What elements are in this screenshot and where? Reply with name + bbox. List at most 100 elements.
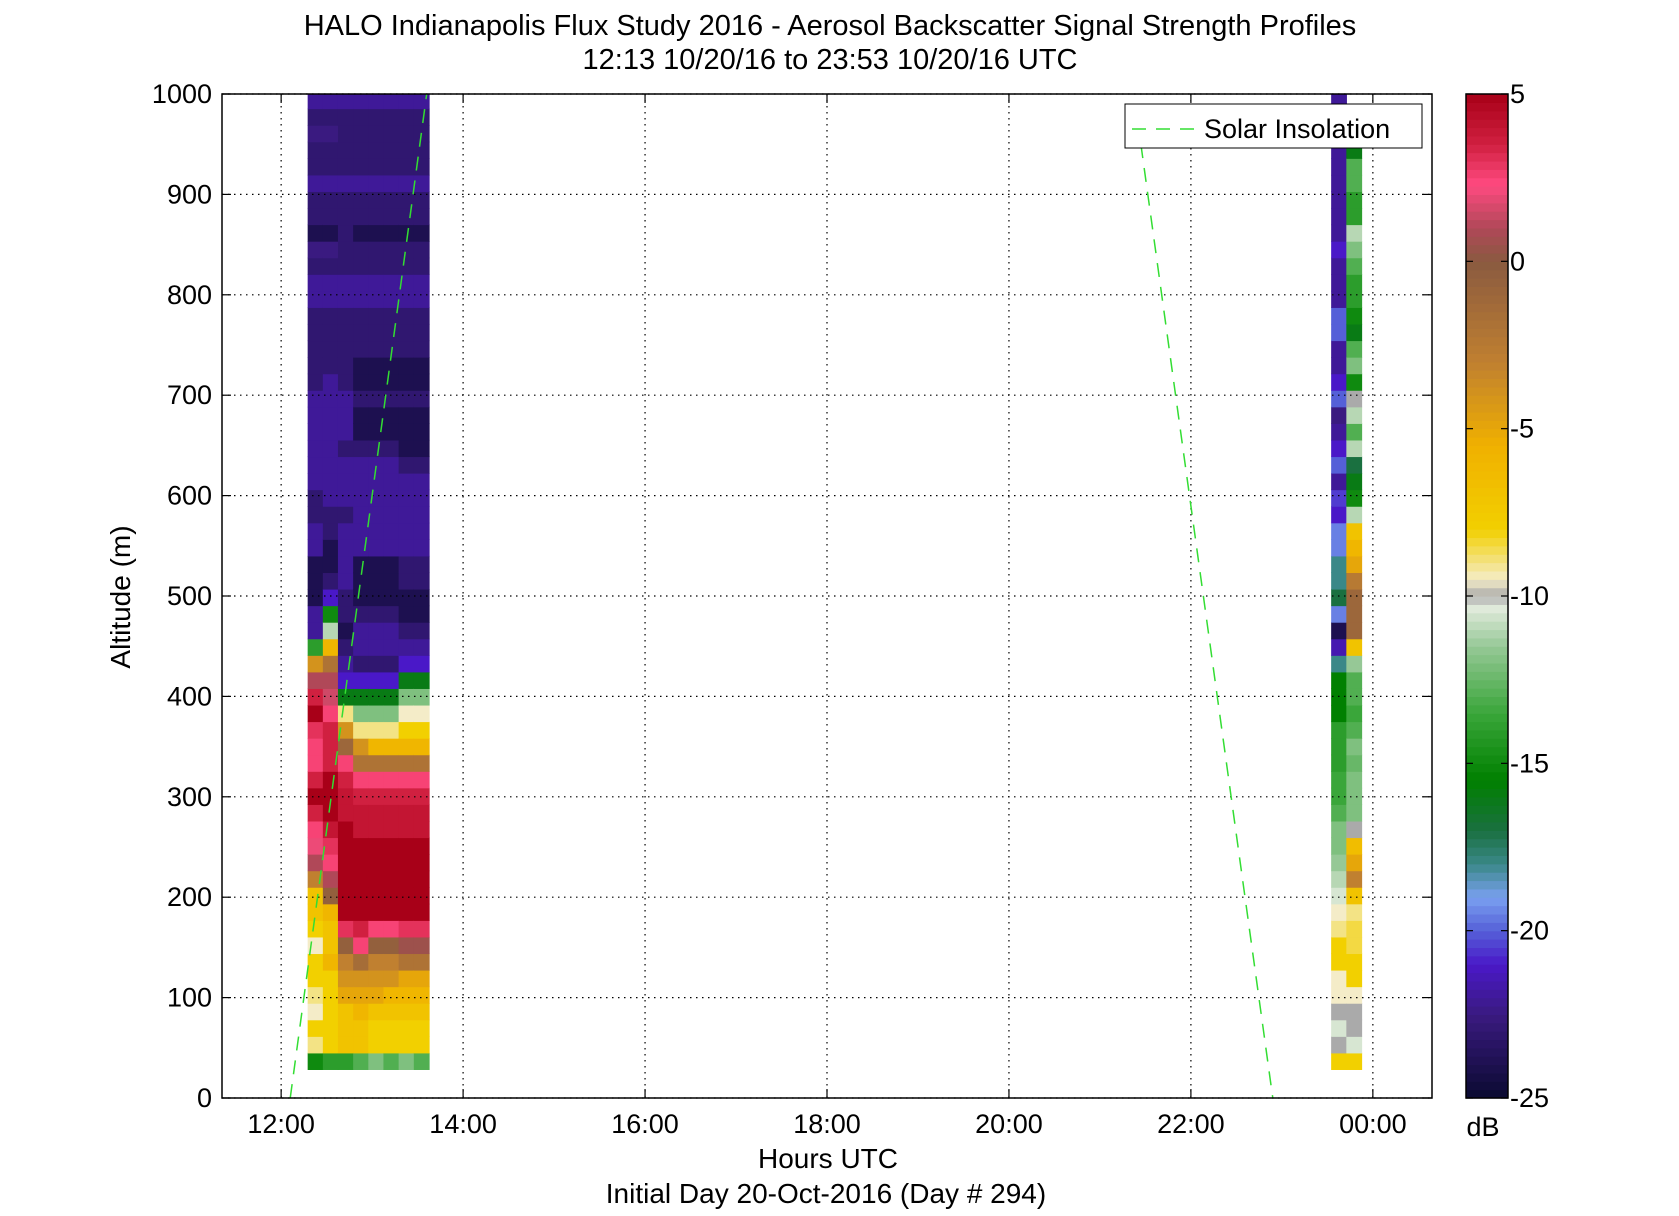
heatmap-cell — [353, 721, 369, 739]
heatmap-cell — [353, 390, 369, 408]
heatmap-cell — [1346, 555, 1363, 574]
heatmap-cell — [413, 1003, 430, 1021]
heatmap-cell — [322, 307, 339, 325]
heatmap-cell — [413, 754, 430, 772]
heatmap-cell — [398, 224, 415, 242]
heatmap-cell — [1331, 622, 1347, 640]
colorbar-band — [1466, 361, 1508, 371]
colorbar-band — [1466, 278, 1508, 288]
heatmap-cell — [322, 837, 339, 855]
colorbar-band — [1466, 353, 1508, 363]
heatmap-cell — [353, 489, 369, 507]
heatmap-cell — [353, 771, 369, 789]
heatmap-cell — [398, 903, 415, 921]
heatmap-cell — [353, 671, 369, 689]
heatmap-cell — [322, 721, 339, 739]
heatmap-cell — [337, 870, 354, 888]
heatmap-cell — [398, 307, 415, 325]
colorbar-tick-label: -25 — [1510, 1083, 1549, 1113]
heatmap-cell — [398, 141, 415, 159]
heatmap-cell — [353, 572, 369, 590]
y-tick-label: 700 — [167, 380, 212, 410]
colorbar-band — [1466, 704, 1508, 714]
heatmap-cell — [398, 754, 415, 772]
colorbar-band — [1466, 579, 1508, 589]
heatmap-cell — [353, 969, 369, 988]
colorbar-band — [1466, 520, 1508, 530]
heatmap-cell — [322, 1019, 339, 1037]
heatmap-cell — [322, 605, 339, 623]
heatmap-cell — [353, 506, 369, 524]
heatmap-cell — [413, 704, 430, 723]
heatmap-cell — [307, 754, 324, 772]
heatmap-cell — [398, 323, 415, 342]
colorbar-band — [1466, 838, 1508, 848]
heatmap-cell — [383, 721, 400, 739]
heatmap-cell — [413, 290, 430, 308]
heatmap-cell — [413, 655, 430, 673]
heatmap-cell — [353, 638, 369, 656]
heatmap-cell — [337, 373, 354, 391]
colorbar-band — [1466, 545, 1508, 555]
heatmap-cell — [383, 887, 400, 905]
heatmap-cell — [353, 241, 369, 259]
heatmap-cell — [383, 241, 400, 259]
heatmap-cell — [322, 506, 339, 524]
colorbar-ticks: 5 0 -5 -10 -15 -20 -25 — [1466, 79, 1549, 1113]
heatmap-cell — [337, 1003, 354, 1021]
heatmap-cell — [398, 854, 415, 872]
heatmap-cell — [383, 903, 400, 921]
heatmap-cell — [353, 887, 369, 905]
heatmap-cell — [353, 207, 369, 226]
colorbar-band — [1466, 1089, 1508, 1099]
x-tick-label: 00:00 — [1339, 1109, 1407, 1139]
heatmap-cell — [307, 1036, 324, 1054]
heatmap-cell — [1346, 903, 1363, 921]
heatmap-cell — [413, 671, 430, 689]
heatmap-cell — [398, 340, 415, 358]
heatmap-cell — [1331, 1052, 1347, 1070]
x-tick-label: 18:00 — [793, 1109, 861, 1139]
heatmap-cell — [1331, 323, 1347, 342]
heatmap-cell — [368, 738, 385, 756]
heatmap-cell — [1331, 373, 1347, 391]
colorbar-band — [1466, 294, 1508, 304]
colorbar-band — [1466, 512, 1508, 522]
heatmap-cell — [398, 887, 415, 905]
heatmap-cell — [368, 207, 385, 226]
heatmap-cell — [368, 108, 385, 126]
heatmap-cell — [368, 257, 385, 275]
heatmap-cell — [368, 1036, 385, 1054]
heatmap-cell — [307, 936, 324, 955]
heatmap-cell — [322, 622, 339, 640]
heatmap-cell — [368, 174, 385, 192]
heatmap-cell — [1331, 671, 1347, 689]
heatmap-cell — [383, 456, 400, 474]
heatmap-cell — [322, 754, 339, 772]
heatmap-cell — [1346, 489, 1363, 507]
heatmap-cell — [368, 539, 385, 557]
colorbar-band — [1466, 913, 1508, 923]
heatmap-cell — [322, 1052, 339, 1070]
heatmap-cell — [1331, 1019, 1347, 1037]
heatmap-cell — [322, 920, 339, 938]
heatmap-cell — [413, 390, 430, 408]
heatmap-cell — [322, 274, 339, 292]
heatmap-cell — [383, 738, 400, 756]
heatmap-cell — [307, 357, 324, 375]
heatmap-cell — [337, 406, 354, 424]
heatmap-cell — [398, 688, 415, 706]
heatmap-cell — [413, 456, 430, 474]
heatmap-cell — [413, 357, 430, 375]
heatmap-cell — [368, 721, 385, 739]
heatmap-cell — [398, 423, 415, 441]
heatmap-cell — [1346, 506, 1363, 524]
colorbar-band — [1466, 487, 1508, 497]
heatmap-cell — [1346, 622, 1363, 640]
heatmap-cell — [368, 323, 385, 342]
colorbar-band — [1466, 721, 1508, 731]
heatmap-cell — [353, 94, 369, 110]
heatmap-cell — [353, 936, 369, 955]
colorbar-band — [1466, 863, 1508, 873]
heatmap-cell — [1331, 274, 1347, 292]
